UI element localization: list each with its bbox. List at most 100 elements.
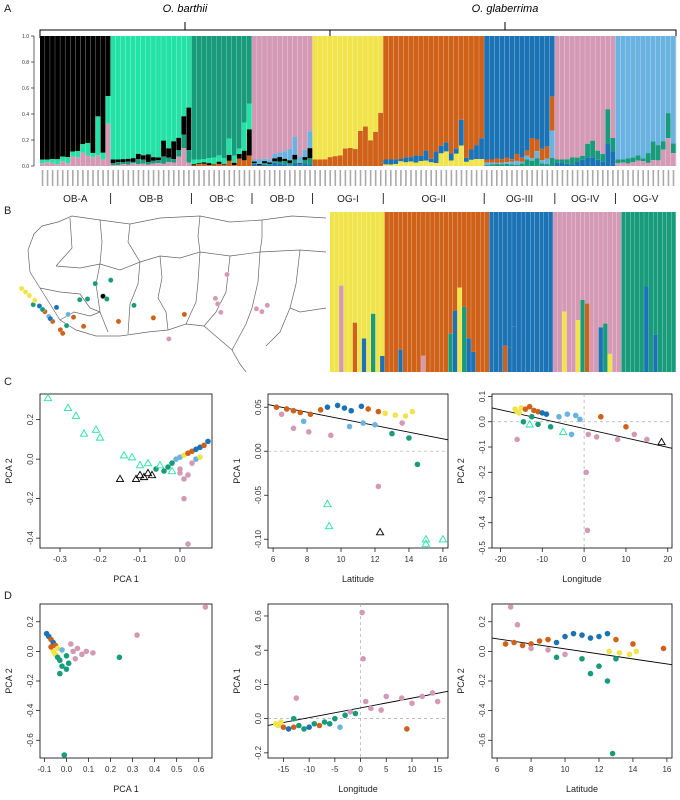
ancestry-segment	[151, 160, 157, 164]
x-tick-label: 16	[662, 765, 671, 774]
data-point	[300, 418, 307, 425]
data-point	[352, 710, 359, 717]
data-point-triangle	[657, 437, 666, 446]
ancestry-segment	[130, 163, 137, 166]
map-point	[80, 323, 87, 330]
ancestry-segment	[595, 159, 601, 166]
ancestry-segment	[110, 164, 117, 166]
ancestry-segment	[389, 212, 395, 372]
y-tick-label: -0.6	[478, 733, 487, 747]
data-point	[197, 454, 203, 460]
ancestry-segment	[670, 143, 677, 154]
ancestry-segment	[529, 36, 535, 139]
africa-map	[18, 215, 327, 372]
ancestry-segment	[156, 157, 162, 161]
ancestry-segment	[494, 162, 500, 164]
ancestry-segment	[231, 155, 238, 163]
ancestry-segment	[363, 36, 369, 127]
ancestry-segment	[595, 150, 601, 160]
ancestry-segment	[65, 36, 71, 158]
ancestry-segment	[171, 162, 177, 166]
ancestry-segment	[418, 161, 424, 166]
ancestry-segment	[130, 36, 137, 159]
ancestry-segment	[484, 162, 490, 166]
ancestry-segment	[408, 157, 414, 162]
ancestry-segment	[570, 157, 576, 165]
data-point	[528, 641, 534, 647]
ancestry-segment	[186, 36, 192, 108]
ancestry-segment	[342, 36, 349, 149]
ancestry-segment	[361, 338, 367, 372]
ancestry-segment	[469, 149, 475, 160]
ancestry-segment	[120, 161, 127, 165]
ancestry-segment	[287, 36, 293, 149]
map-point	[212, 295, 219, 302]
ancestry-segment	[125, 161, 132, 165]
ancestry-segment	[474, 159, 480, 166]
data-point	[337, 724, 343, 730]
data-point	[278, 411, 285, 418]
ancestry-segment	[236, 36, 243, 149]
ancestry-segment	[384, 212, 390, 372]
x-tick-label: 0.2	[105, 765, 117, 774]
ancestry-segment	[272, 154, 278, 159]
ancestry-segment	[539, 160, 546, 164]
ancestry-segment	[317, 159, 323, 166]
ancestry-segment	[282, 158, 288, 161]
ancestry-segment	[430, 212, 436, 372]
ancestry-segment	[50, 159, 56, 163]
a-y-axis: 0.0 0.2 0.4 0.6 0.8 1.0	[22, 34, 35, 170]
map-point	[84, 296, 91, 302]
panel-label-a: A	[4, 3, 12, 15]
data-point	[382, 410, 388, 417]
ancestry-segment	[539, 212, 545, 372]
ancestry-segment	[166, 162, 172, 166]
ancestry-segment	[413, 36, 419, 156]
ancestry-segment	[241, 36, 248, 123]
group-label: OB-C	[209, 194, 234, 205]
ancestry-segment	[383, 159, 389, 165]
species-glaberrima-label: O. glaberrima	[472, 3, 539, 15]
panel-label-b: B	[4, 205, 12, 217]
ancestry-segment	[607, 212, 613, 354]
ancestry-segment	[135, 164, 142, 166]
ancestry-segment	[584, 212, 590, 304]
ancestry-segment	[277, 152, 283, 158]
ancestry-segment	[297, 164, 303, 166]
data-point	[90, 650, 96, 656]
ancestry-segment	[366, 212, 372, 372]
ancestry-segment	[416, 212, 422, 372]
ancestry-segment	[504, 163, 510, 166]
ancestry-segment	[246, 103, 253, 130]
ancestry-segment	[322, 36, 329, 160]
data-point	[630, 641, 636, 647]
map-point	[18, 285, 25, 292]
ancestry-segment	[503, 345, 508, 372]
ancestry-segment	[605, 109, 611, 144]
ancestry-segment	[221, 157, 228, 165]
group-label: OG-III	[506, 194, 533, 205]
x-tick-label: 6	[495, 765, 500, 774]
y-tick-label: -0.4	[26, 531, 35, 545]
ancestry-segment	[236, 158, 243, 166]
ancestry-segment	[181, 116, 187, 135]
ancestry-segment	[421, 212, 426, 356]
ancestry-segment	[615, 36, 621, 160]
ancestry-segment	[211, 164, 217, 165]
ancestry-segment	[380, 355, 385, 372]
ancestry-segment	[562, 212, 568, 312]
ancestry-segment	[100, 36, 106, 153]
x-tick-label: -0.2	[93, 555, 107, 564]
ancestry-segment	[398, 158, 404, 162]
ancestry-segment	[650, 36, 657, 142]
ancestry-segment	[246, 36, 253, 104]
ancestry-segment	[70, 156, 76, 166]
x-tick-label: -0.3	[53, 555, 67, 564]
ancestry-segment	[653, 334, 659, 372]
y-tick-label: 0.1	[478, 390, 487, 402]
ancestry-segment	[670, 36, 677, 144]
data-point	[660, 645, 667, 652]
data-point-triangle	[127, 452, 137, 461]
ancestry-segment	[75, 157, 81, 166]
group-label: OG-I	[337, 194, 359, 205]
